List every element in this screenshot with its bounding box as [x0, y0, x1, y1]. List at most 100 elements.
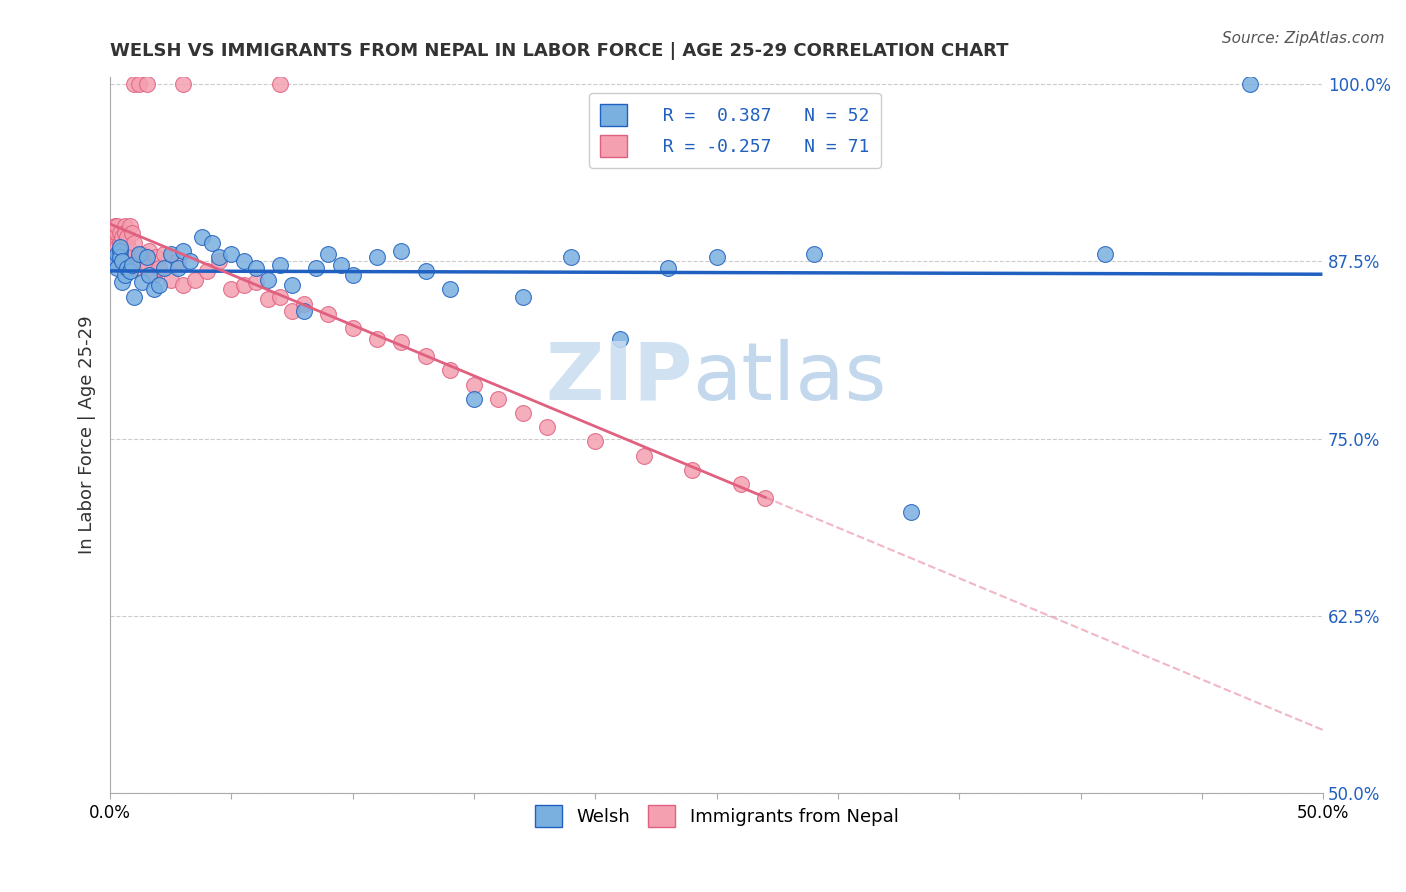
Point: [415, 349, 437, 363]
Text: WELSH VS IMMIGRANTS FROM NEPAL IN LABOR FORCE | AGE 25-29 CORRELATION CHART: WELSH VS IMMIGRANTS FROM NEPAL IN LABOR …: [110, 42, 1008, 60]
Point: [104, 244, 127, 259]
Point: [134, 254, 156, 268]
Point: [128, 261, 150, 276]
Point: [104, 250, 127, 264]
Point: [107, 250, 129, 264]
Point: [114, 226, 136, 240]
Point: [633, 449, 655, 463]
Point: [389, 244, 412, 259]
Point: [730, 477, 752, 491]
Text: ZIP: ZIP: [546, 339, 692, 417]
Point: [101, 254, 124, 268]
Point: [111, 254, 134, 268]
Point: [131, 276, 153, 290]
Point: [118, 219, 141, 233]
Point: [101, 226, 124, 240]
Point: [269, 289, 291, 303]
Point: [245, 261, 267, 276]
Point: [135, 77, 157, 91]
Point: [107, 235, 129, 250]
Point: [292, 296, 315, 310]
Point: [111, 276, 134, 290]
Point: [118, 264, 141, 278]
Point: [124, 77, 146, 91]
Point: [415, 264, 437, 278]
Point: [115, 250, 138, 264]
Point: [104, 233, 127, 247]
Point: [167, 254, 190, 268]
Point: [145, 250, 167, 264]
Point: [121, 226, 143, 240]
Point: [152, 247, 174, 261]
Point: [232, 278, 254, 293]
Point: [1239, 77, 1261, 91]
Point: [318, 307, 340, 321]
Point: [172, 278, 194, 293]
Point: [135, 261, 157, 276]
Point: [803, 247, 825, 261]
Point: [754, 491, 776, 505]
Point: [318, 247, 340, 261]
Point: [281, 303, 304, 318]
Point: [342, 268, 364, 283]
Point: [108, 226, 131, 240]
Point: [1094, 247, 1116, 261]
Point: [142, 268, 165, 283]
Point: [257, 272, 280, 286]
Point: [657, 261, 679, 276]
Point: [118, 244, 141, 259]
Point: [159, 272, 181, 286]
Point: [138, 268, 160, 283]
Point: [208, 254, 231, 268]
Point: [172, 77, 194, 91]
Point: [108, 235, 131, 250]
Point: [583, 434, 606, 449]
Y-axis label: In Labor Force | Age 25-29: In Labor Force | Age 25-29: [79, 316, 96, 554]
Point: [172, 244, 194, 259]
Point: [439, 363, 461, 377]
Point: [107, 219, 129, 233]
Point: [114, 268, 136, 283]
Point: [191, 230, 214, 244]
Point: [463, 392, 485, 406]
Point: [167, 261, 190, 276]
Point: [366, 332, 388, 346]
Point: [179, 254, 201, 268]
Point: [208, 250, 231, 264]
Point: [135, 250, 157, 264]
Point: [159, 247, 181, 261]
Point: [232, 254, 254, 268]
Legend: Welsh, Immigrants from Nepal: Welsh, Immigrants from Nepal: [527, 798, 905, 835]
Point: [108, 244, 131, 259]
Point: [536, 420, 558, 434]
Point: [269, 77, 291, 91]
Point: [108, 254, 131, 268]
Point: [115, 230, 138, 244]
Point: [121, 258, 143, 272]
Point: [245, 276, 267, 290]
Point: [124, 235, 146, 250]
Point: [104, 219, 127, 233]
Point: [201, 235, 224, 250]
Point: [512, 289, 534, 303]
Point: [107, 240, 129, 254]
Point: [114, 219, 136, 233]
Point: [292, 303, 315, 318]
Point: [125, 254, 148, 268]
Point: [329, 258, 352, 272]
Point: [389, 334, 412, 349]
Point: [108, 240, 131, 254]
Point: [486, 392, 509, 406]
Point: [269, 258, 291, 272]
Text: Source: ZipAtlas.com: Source: ZipAtlas.com: [1222, 31, 1385, 46]
Point: [257, 293, 280, 307]
Point: [366, 250, 388, 264]
Point: [111, 244, 134, 259]
Point: [148, 261, 170, 276]
Point: [706, 250, 728, 264]
Point: [281, 278, 304, 293]
Point: [128, 247, 150, 261]
Point: [128, 77, 150, 91]
Point: [131, 247, 153, 261]
Point: [115, 235, 138, 250]
